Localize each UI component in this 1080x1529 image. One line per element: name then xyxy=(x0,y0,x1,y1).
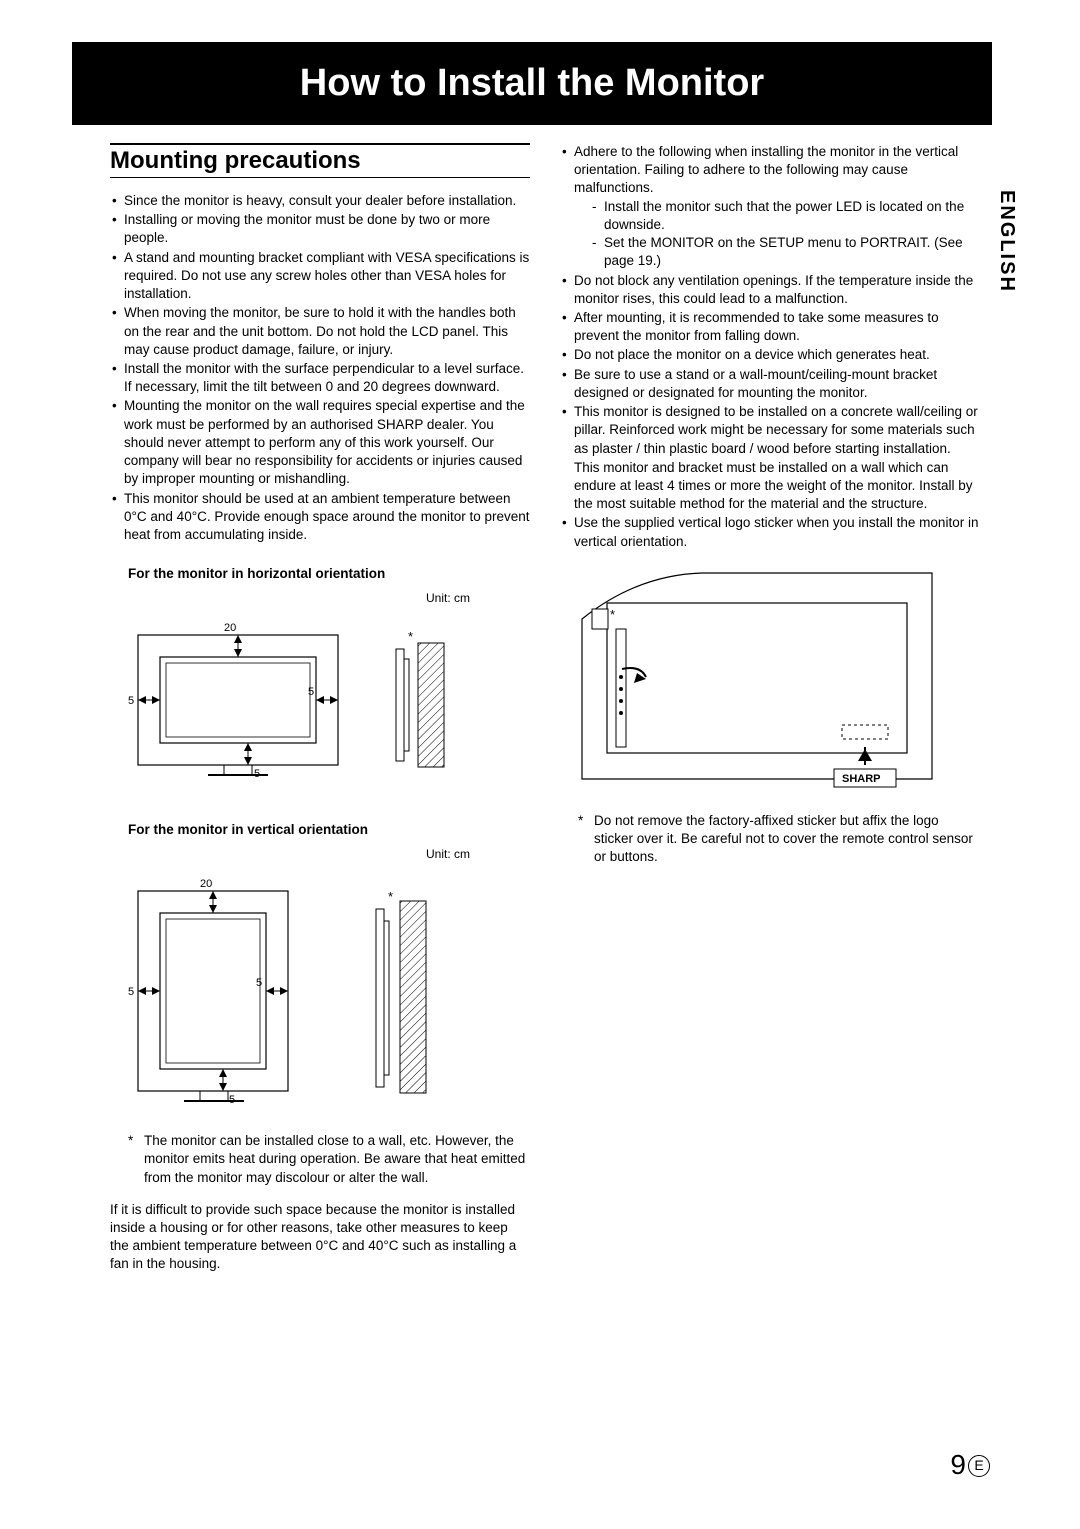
note-text: The monitor can be installed close to a … xyxy=(144,1132,530,1187)
list-item: Be sure to use a stand or a wall-mount/c… xyxy=(560,366,980,402)
svg-text:5: 5 xyxy=(256,977,262,989)
page-letter-badge: E xyxy=(968,1455,990,1477)
vertical-clearance-diagram: 20 5 5 5 * xyxy=(128,861,530,1126)
unit-label: Unit: cm xyxy=(110,847,470,861)
language-tab: ENGLISH xyxy=(995,190,1018,293)
precautions-list-right-2: Use the supplied vertical logo sticker w… xyxy=(560,514,980,550)
left-column: Mounting precautions Since the monitor i… xyxy=(110,143,530,1274)
list-item: Use the supplied vertical logo sticker w… xyxy=(560,514,980,550)
sub-list: Install the monitor such that the power … xyxy=(574,198,980,271)
list-item-text: Adhere to the following when installing … xyxy=(574,144,958,195)
list-item: This monitor is designed to be installed… xyxy=(560,403,980,458)
list-item: After mounting, it is recommended to tak… xyxy=(560,309,980,345)
svg-text:20: 20 xyxy=(200,878,212,890)
dim-left: 5 xyxy=(128,695,134,707)
horizontal-clearance-diagram: 20 5 5 5 * xyxy=(128,605,530,800)
figure-title-horizontal: For the monitor in horizontal orientatio… xyxy=(128,566,530,581)
dim-right: 5 xyxy=(308,686,314,698)
page-header: How to Install the Monitor xyxy=(72,42,992,125)
housing-paragraph: If it is difficult to provide such space… xyxy=(110,1201,530,1274)
list-item: Do not block any ventilation openings. I… xyxy=(560,272,980,308)
sub-item: Install the monitor such that the power … xyxy=(592,198,980,234)
page-title: How to Install the Monitor xyxy=(300,62,764,104)
sharp-logo-label: SHARP xyxy=(842,773,881,785)
list-item: When moving the monitor, be sure to hold… xyxy=(110,304,530,359)
continuation-text: This monitor and bracket must be install… xyxy=(560,459,980,514)
list-item: This monitor should be used at an ambien… xyxy=(110,490,530,545)
sticker-diagram: * SHARP xyxy=(572,569,980,804)
list-item: Adhere to the following when installing … xyxy=(560,143,980,271)
page-number-value: 9 xyxy=(950,1449,966,1480)
asterisk-mark: * xyxy=(408,629,413,644)
list-item: Mounting the monitor on the wall require… xyxy=(110,397,530,488)
main-content: Mounting precautions Since the monitor i… xyxy=(0,143,1080,1274)
figure-title-vertical: For the monitor in vertical orientation xyxy=(128,822,530,837)
precautions-list-left: Since the monitor is heavy, consult your… xyxy=(110,192,530,544)
svg-text:5: 5 xyxy=(229,1094,235,1106)
sticker-note: * Do not remove the factory-affixed stic… xyxy=(578,812,980,867)
page-number: 9E xyxy=(950,1449,990,1481)
note-text: Do not remove the factory-affixed sticke… xyxy=(594,812,980,867)
precautions-list-right: Adhere to the following when installing … xyxy=(560,143,980,458)
unit-label: Unit: cm xyxy=(110,591,470,605)
list-item: Since the monitor is heavy, consult your… xyxy=(110,192,530,210)
wall-heat-note: * The monitor can be installed close to … xyxy=(128,1132,530,1187)
sub-item: Set the MONITOR on the SETUP menu to POR… xyxy=(592,234,980,270)
svg-text:*: * xyxy=(388,889,393,904)
asterisk-icon: * xyxy=(128,1132,144,1187)
right-column: Adhere to the following when installing … xyxy=(560,143,980,1274)
svg-text:*: * xyxy=(610,607,615,622)
dim-bottom: 5 xyxy=(254,768,260,780)
svg-text:5: 5 xyxy=(128,986,134,998)
list-item: A stand and mounting bracket compliant w… xyxy=(110,249,530,304)
asterisk-icon: * xyxy=(578,812,594,867)
dim-top: 20 xyxy=(224,622,236,634)
list-item: Installing or moving the monitor must be… xyxy=(110,211,530,247)
list-item: Do not place the monitor on a device whi… xyxy=(560,346,980,364)
list-item: Install the monitor with the surface per… xyxy=(110,360,530,396)
section-heading: Mounting precautions xyxy=(110,143,530,178)
